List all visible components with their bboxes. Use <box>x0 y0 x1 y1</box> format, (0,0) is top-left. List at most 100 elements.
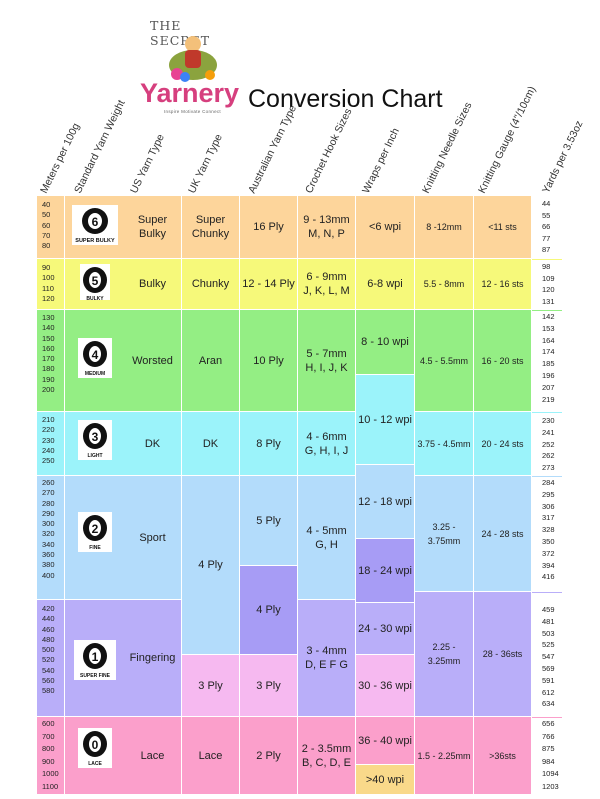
wpi-9: 36 - 40 wpi <box>356 717 415 765</box>
wpi-10: >40 wpi <box>356 765 415 795</box>
wpi-6: 18 - 24 wpi <box>356 539 415 603</box>
uk-type-bulky: Chunky <box>182 259 240 310</box>
wpi-5: 12 - 18 wpi <box>356 465 415 539</box>
wpi-8: 30 - 36 wpi <box>356 655 415 717</box>
wpi-1: <6 wpi <box>356 196 415 259</box>
yards-fine: 284 295 306 317 328 350 372 394 416 <box>542 478 555 582</box>
meters-superfine: 420 440 460 480 500 520 540 560 580 <box>42 604 55 696</box>
meters-bulky: 90 100 110 120 <box>42 263 55 303</box>
meters-lace: 600 700 800 900 1000 1100 <box>42 719 59 791</box>
logo: THE SECRET Yarnery Inspire Motivate Conn… <box>140 6 240 114</box>
us-type-superbulky: Super Bulky <box>124 196 182 259</box>
gauge-superfine: 28 - 36sts <box>474 592 532 717</box>
svg-text:LIGHT: LIGHT <box>88 453 103 459</box>
aus-type-4ply: 4 Ply <box>240 566 298 655</box>
meters-light: 210 220 230 240 250 <box>42 415 55 466</box>
hook-lace: 2 - 3.5mm B, C, D, E <box>298 717 356 795</box>
weight-4-icon: 4 MEDIUM <box>78 338 112 378</box>
gauge-light: 20 - 24 sts <box>474 412 532 476</box>
svg-text:LACE: LACE <box>88 761 102 767</box>
gauge-lace: >36sts <box>474 717 532 795</box>
uk-type-light: DK <box>182 412 240 476</box>
sep-line <box>532 310 562 311</box>
aus-type-5ply: 5 Ply <box>240 476 298 566</box>
aus-type-8ply: 8 Ply <box>240 412 298 476</box>
needle-medium: 4.5 - 5.5mm <box>415 310 474 412</box>
wpi-7: 24 - 30 wpi <box>356 603 415 655</box>
weight-1-icon: 1 SUPER FINE <box>74 640 116 680</box>
aus-type-2ply: 2 Ply <box>240 717 298 795</box>
knitting-lady-icon <box>169 36 217 82</box>
weight-2-icon: 2 FINE <box>78 512 112 552</box>
yards-superbulky: 44 55 66 77 87 <box>542 199 551 254</box>
svg-text:5: 5 <box>92 274 99 288</box>
svg-text:3: 3 <box>92 430 99 444</box>
aus-type-10ply: 10 Ply <box>240 310 298 412</box>
logo-tagline: Inspire Motivate Connect <box>164 109 221 114</box>
row-light-bg <box>37 412 542 476</box>
wpi-4: 10 - 12 wpi <box>356 375 415 465</box>
sep-line <box>532 717 562 718</box>
needle-fine: 3.25 - 3.75mm <box>415 476 474 592</box>
meters-superbulky: 40 50 60 70 80 <box>42 200 51 251</box>
svg-text:BULKY: BULKY <box>86 296 104 302</box>
weight-6-icon: 6 SUPER BULKY <box>72 205 118 245</box>
us-type-fine: Sport <box>124 476 182 600</box>
needle-bulky: 5.5 - 8mm <box>415 259 474 310</box>
aus-type-3ply: 3 Ply <box>240 655 298 717</box>
gauge-fine: 24 - 28 sts <box>474 476 532 592</box>
gauge-bulky: 12 - 16 sts <box>474 259 532 310</box>
hook-fine: 4 - 5mm G, H <box>298 476 356 600</box>
needle-lace: 1.5 - 2.25mm <box>415 717 474 795</box>
wpi-3: 8 - 10 wpi <box>356 310 415 375</box>
needle-light: 3.75 - 4.5mm <box>415 412 474 476</box>
uk-type-lace: Lace <box>182 717 240 795</box>
us-type-lace: Lace <box>124 717 182 795</box>
needle-superfine: 2.25 - 3.25mm <box>415 592 474 717</box>
hook-medium: 5 - 7mm H, I, J, K <box>298 310 356 412</box>
sep-line <box>532 412 562 413</box>
yards-light: 230 241 252 262 273 <box>542 416 555 473</box>
us-type-bulky: Bulky <box>124 259 182 310</box>
uk-type-medium: Aran <box>182 310 240 412</box>
sep-line <box>532 592 562 593</box>
wpi-2: 6-8 wpi <box>356 259 415 310</box>
weight-5-icon: 5 BULKY <box>80 264 110 302</box>
svg-text:1: 1 <box>92 650 99 664</box>
meters-fine: 260 270 280 290 300 320 340 360 380 400 <box>42 478 55 580</box>
yards-medium: 142 153 164 174 185 196 207 219 <box>542 312 555 404</box>
uk-type-superbulky: Super Chunky <box>182 196 240 259</box>
needle-superbulky: 8 -12mm <box>415 196 474 259</box>
svg-text:4: 4 <box>92 348 99 362</box>
logo-name: Yarnery <box>140 78 240 108</box>
divider <box>64 196 65 795</box>
hook-bulky: 6 - 9mm J, K, L, M <box>298 259 356 310</box>
svg-text:FINE: FINE <box>89 545 101 551</box>
gauge-superbulky: <11 sts <box>474 196 532 259</box>
uk-type-4ply: 4 Ply <box>182 476 240 655</box>
svg-text:SUPER BULKY: SUPER BULKY <box>75 238 115 244</box>
yards-superfine: 459 481 503 525 547 569 591 612 634 <box>542 605 555 709</box>
svg-text:2: 2 <box>92 522 99 536</box>
sep-line <box>532 259 562 260</box>
uk-type-3ply: 3 Ply <box>182 655 240 717</box>
weight-0-icon: 0 LACE <box>78 728 112 768</box>
aus-type-12-14ply: 12 - 14 Ply <box>240 259 298 310</box>
us-type-superfine: Fingering <box>124 600 182 717</box>
row-bulky-bg <box>37 259 542 310</box>
svg-text:6: 6 <box>92 215 99 229</box>
yards-bulky: 98 109 120 131 <box>542 262 555 306</box>
yards-column <box>532 196 562 795</box>
sep-line <box>532 476 562 477</box>
us-type-medium: Worsted <box>124 310 182 412</box>
svg-text:MEDIUM: MEDIUM <box>85 371 105 377</box>
svg-text:SUPER FINE: SUPER FINE <box>80 673 111 679</box>
us-type-light: DK <box>124 412 182 476</box>
hook-superbulky: 9 - 13mm M, N, P <box>298 196 356 259</box>
hook-light: 4 - 6mm G, H, I, J <box>298 412 356 476</box>
yards-lace: 656 766 875 984 1094 1203 <box>542 719 559 791</box>
meters-medium: 130 140 150 160 170 180 190 200 <box>42 313 55 395</box>
gauge-medium: 16 - 20 sts <box>474 310 532 412</box>
aus-type-16ply: 16 Ply <box>240 196 298 259</box>
